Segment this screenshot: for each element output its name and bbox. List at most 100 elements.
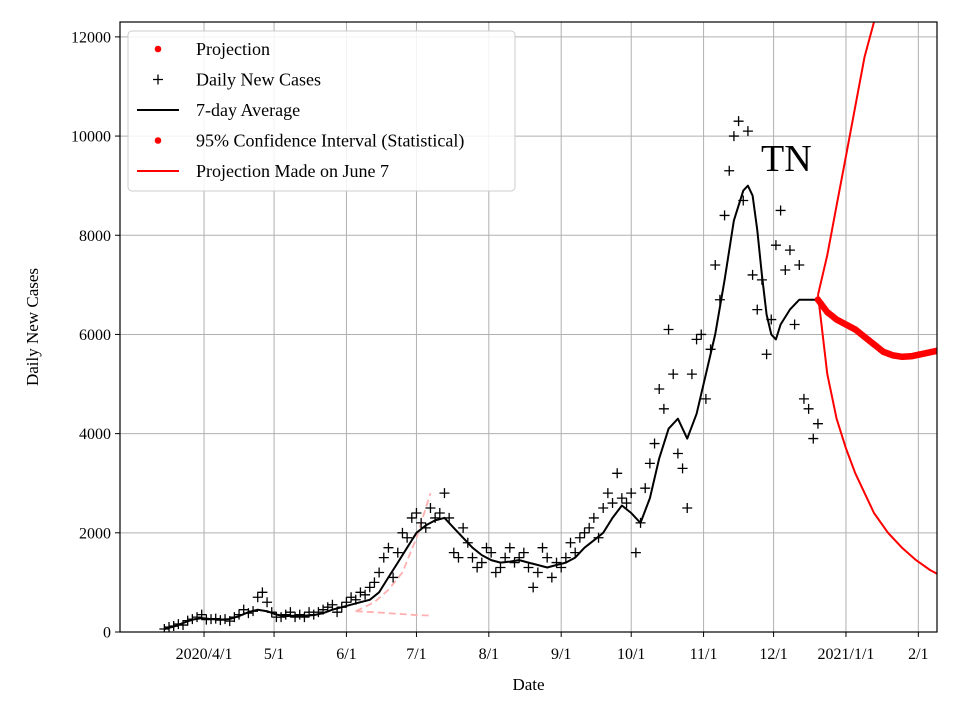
y-tick-label: 2000 bbox=[79, 525, 111, 542]
projection-dot bbox=[948, 344, 955, 351]
data-point-marker bbox=[663, 324, 674, 335]
y-tick-label: 12000 bbox=[71, 29, 111, 46]
data-point-marker bbox=[257, 587, 268, 598]
data-point-marker bbox=[635, 517, 646, 528]
series-7-day-average bbox=[164, 184, 818, 630]
projection-dot bbox=[938, 347, 945, 354]
legend-plus-swatch bbox=[153, 74, 163, 85]
data-point-marker bbox=[388, 572, 399, 583]
data-point-marker bbox=[383, 542, 394, 553]
data-point-marker bbox=[266, 607, 277, 618]
data-point-marker bbox=[672, 448, 683, 459]
data-point-marker bbox=[532, 567, 543, 578]
x-tick-label: 5/1 bbox=[264, 646, 284, 663]
series-layer bbox=[159, 22, 960, 632]
data-point-marker bbox=[640, 483, 651, 494]
data-point-marker bbox=[551, 557, 562, 568]
data-point-marker bbox=[462, 537, 473, 548]
series-projection bbox=[814, 296, 960, 361]
series-projection-made-on-june-7-lower bbox=[817, 294, 937, 575]
series-line-projection-made-on-june-7-upper bbox=[817, 22, 875, 296]
projection-dot bbox=[953, 342, 960, 349]
x-tick-label: 7/1 bbox=[406, 646, 426, 663]
data-point-marker bbox=[313, 607, 324, 618]
data-point-marker bbox=[579, 527, 590, 538]
data-point-marker bbox=[700, 393, 711, 404]
series-line-7-day-average bbox=[164, 184, 818, 630]
data-point-marker bbox=[360, 589, 371, 600]
legend-item: 7-day Average bbox=[137, 100, 300, 120]
projection-dot bbox=[939, 346, 946, 353]
data-point-marker bbox=[290, 612, 301, 623]
data-point-marker bbox=[710, 260, 721, 271]
data-point-marker bbox=[537, 542, 548, 553]
data-point-marker bbox=[593, 532, 604, 543]
data-point-marker bbox=[444, 512, 455, 523]
data-point-marker bbox=[476, 557, 487, 568]
data-point-marker bbox=[187, 614, 198, 625]
y-axis-title: Daily New Cases bbox=[23, 268, 42, 386]
data-point-marker bbox=[560, 552, 571, 563]
data-point-marker bbox=[556, 562, 567, 573]
data-point-marker bbox=[346, 592, 357, 603]
projection-dot bbox=[945, 345, 952, 352]
series-95-confidence-interval-june-7-lower bbox=[355, 610, 431, 617]
data-point-marker bbox=[686, 369, 697, 380]
data-point-marker bbox=[192, 612, 203, 623]
data-point-marker bbox=[500, 552, 511, 563]
data-point-marker bbox=[159, 624, 170, 632]
data-point-marker bbox=[467, 552, 478, 563]
series-projection-made-on-june-7-upper bbox=[817, 22, 875, 296]
data-point-marker bbox=[327, 599, 338, 610]
data-point-marker bbox=[607, 498, 618, 509]
data-point-marker bbox=[738, 195, 749, 206]
data-point-marker bbox=[490, 567, 501, 578]
projection-dot bbox=[947, 344, 954, 351]
legend-label: Projection Made on June 7 bbox=[196, 161, 389, 181]
legend-item: Projection Made on June 7 bbox=[137, 161, 389, 181]
data-point-marker bbox=[808, 433, 819, 444]
data-point-marker bbox=[504, 542, 515, 553]
data-point-marker bbox=[458, 522, 469, 533]
data-point-marker bbox=[803, 403, 814, 414]
series-daily-new-cases bbox=[159, 116, 823, 632]
projection-dot bbox=[941, 346, 948, 353]
projection-dot bbox=[950, 343, 957, 350]
data-point-marker bbox=[215, 615, 226, 626]
data-point-marker bbox=[178, 620, 189, 631]
annotation-label: TN bbox=[761, 138, 812, 180]
legend-label: 95% Confidence Interval (Statistical) bbox=[196, 131, 464, 152]
data-point-marker bbox=[542, 552, 553, 563]
data-point-marker bbox=[565, 537, 576, 548]
legend-item: Daily New Cases bbox=[153, 70, 321, 90]
data-point-marker bbox=[336, 602, 347, 613]
data-point-marker bbox=[514, 552, 525, 563]
data-point-marker bbox=[369, 577, 380, 588]
data-point-marker bbox=[299, 612, 310, 623]
data-point-marker bbox=[481, 542, 492, 553]
series-95-confidence-interval-june-7-upper bbox=[355, 492, 432, 613]
data-point-marker bbox=[509, 557, 520, 568]
x-tick-label: 10/1 bbox=[617, 646, 645, 663]
data-point-marker bbox=[196, 609, 207, 620]
data-point-marker bbox=[658, 403, 669, 414]
data-point-marker bbox=[784, 245, 795, 256]
data-point-marker bbox=[546, 572, 557, 583]
data-point-marker bbox=[649, 438, 660, 449]
x-tick-label: 11/1 bbox=[690, 646, 718, 663]
projection-dot bbox=[955, 341, 960, 348]
series-line-projection-made-on-june-7-lower bbox=[817, 294, 937, 575]
data-point-marker bbox=[756, 274, 767, 285]
y-tick-label: 4000 bbox=[79, 426, 111, 443]
legend-label: 7-day Average bbox=[196, 100, 300, 120]
data-point-marker bbox=[220, 614, 231, 625]
data-point-marker bbox=[812, 418, 823, 429]
x-tick-label: 8/1 bbox=[479, 646, 499, 663]
data-point-marker bbox=[630, 547, 641, 558]
data-point-marker bbox=[262, 597, 273, 608]
data-point-marker bbox=[308, 609, 319, 620]
data-point-marker bbox=[406, 512, 417, 523]
data-point-marker bbox=[420, 522, 431, 533]
y-tick-label: 8000 bbox=[79, 228, 111, 245]
data-point-marker bbox=[248, 606, 259, 617]
